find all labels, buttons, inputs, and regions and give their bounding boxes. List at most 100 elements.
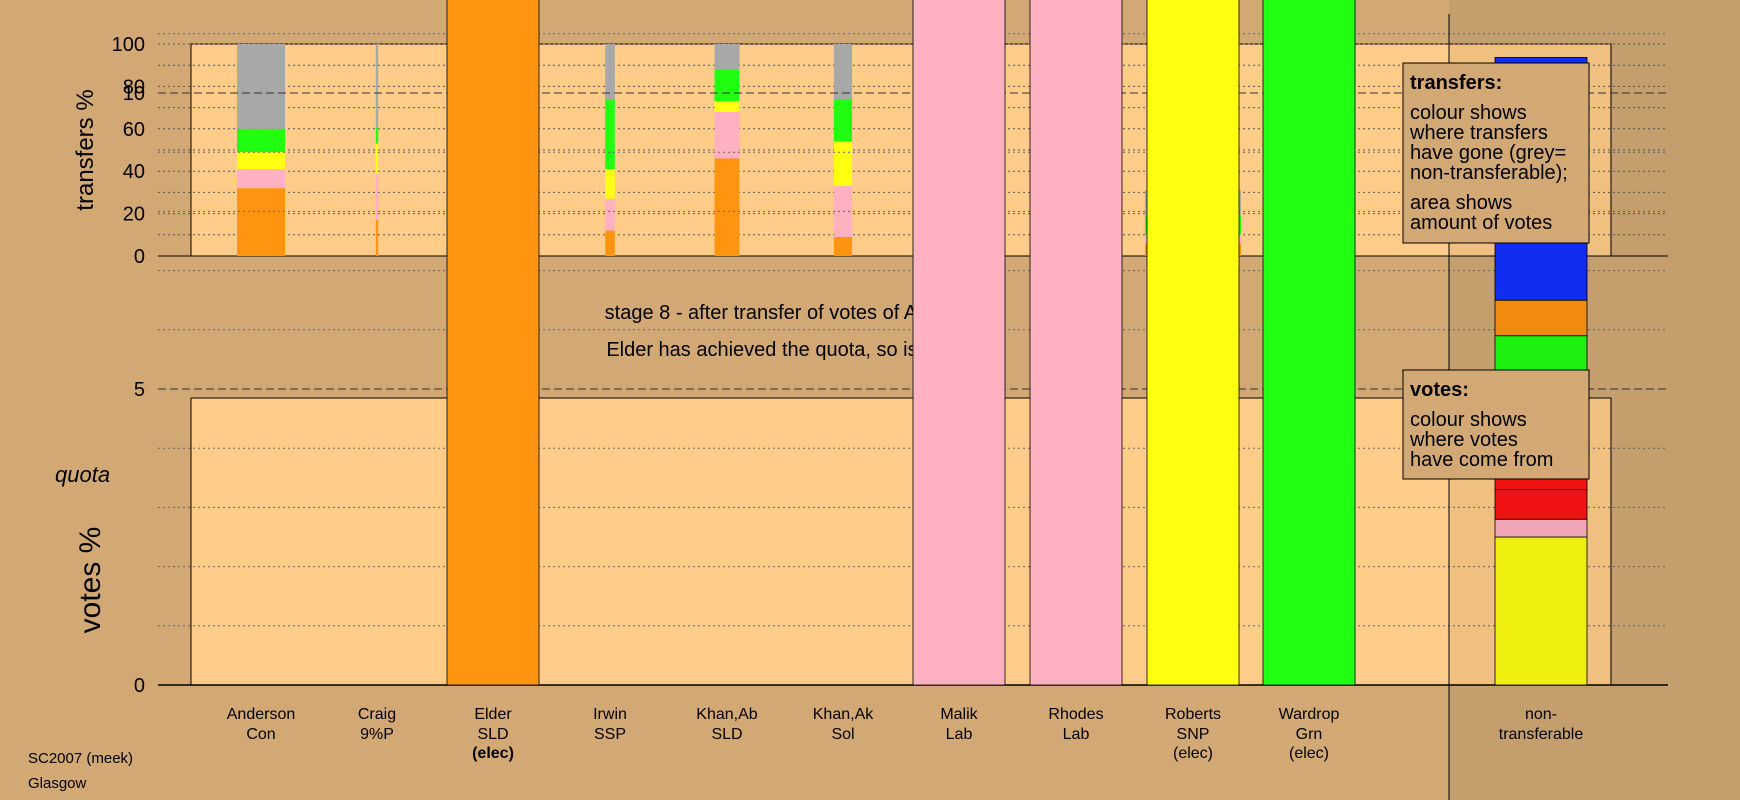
transfers-chart: 0 20 40 60 80 100 transfers % — [72, 34, 1668, 268]
votes-plot-area — [190, 397, 1612, 686]
votes-legend-line: colour shows — [1410, 409, 1527, 431]
transfer-segment — [375, 44, 379, 127]
candidate-label: Anderson Con — [227, 706, 296, 743]
transfer-segment — [375, 219, 379, 256]
transfer-segment — [714, 44, 740, 70]
transfer-segment — [237, 188, 285, 256]
transfer-segment — [833, 44, 853, 100]
candidate-name: non- — [1525, 706, 1557, 723]
candidate-party: transferable — [1499, 726, 1584, 743]
candidate-party: SLD — [711, 726, 742, 743]
votes-legend-line: have come from — [1410, 449, 1553, 471]
transfers-legend-line: area shows — [1410, 192, 1512, 214]
transfer-segment — [605, 169, 615, 199]
transfers-legend-title: transfers: — [1410, 72, 1502, 94]
votes-legend-line: where votes — [1409, 429, 1518, 451]
transfers-y-tick-label: 20 — [123, 204, 145, 226]
candidate-party: SLD — [477, 726, 508, 743]
transfers-legend-line: have gone (grey= — [1410, 142, 1566, 164]
candidate-name: Khan,Ab — [696, 706, 757, 723]
candidate-label: Irwin SSP — [593, 706, 627, 743]
candidate-party: Grn — [1296, 726, 1323, 743]
transfers-legend-box — [1402, 62, 1590, 244]
transfers-legend: transfers: colour shows where transfers … — [1402, 62, 1590, 244]
vote-segment — [912, 0, 1006, 686]
transfer-segment — [605, 198, 615, 231]
vote-segment — [446, 0, 540, 686]
transfer-segment — [375, 173, 379, 220]
candidate-status: (elec) — [472, 745, 514, 762]
candidate-labels: Anderson Con Craig 9%P Elder SLD (elec) Irwin SS… — [227, 706, 1584, 762]
candidate-label: Rhodes Lab — [1048, 706, 1103, 743]
stage-subtitle: Elder has achieved the quota, so is elec… — [606, 339, 987, 361]
candidate-name: Craig — [358, 706, 396, 723]
footer-region: Glasgow — [28, 775, 87, 792]
candidate-party: Lab — [1063, 726, 1090, 743]
candidate-party: Sol — [831, 726, 854, 743]
transfer-segment — [714, 111, 740, 159]
candidate-label: non-transferable — [1499, 706, 1584, 743]
candidate-status: (elec) — [1289, 745, 1329, 762]
footer-election: SC2007 (meek) — [28, 750, 133, 767]
transfers-legend-line: non-transferable); — [1410, 162, 1568, 184]
vote-stack — [1029, 0, 1123, 686]
votes-y-tick-label: 10 — [123, 83, 145, 105]
transfers-legend-line: amount of votes — [1410, 212, 1552, 234]
votes-legend-box — [1402, 369, 1590, 480]
transfers-legend-line: where transfers — [1409, 122, 1548, 144]
transfer-segment — [237, 169, 285, 189]
transfers-y-ticks: 0 20 40 60 80 100 — [112, 34, 145, 268]
votes-legend: votes: colour shows where votes have com… — [1402, 369, 1590, 480]
candidate-party: SNP — [1177, 726, 1210, 743]
candidate-party: SSP — [594, 726, 626, 743]
candidate-party: Con — [246, 726, 275, 743]
vote-segment — [1146, 0, 1240, 686]
candidate-name: Irwin — [593, 706, 627, 723]
transfer-segment — [833, 99, 853, 142]
vote-segment — [1494, 299, 1588, 337]
vote-stack — [1146, 0, 1240, 686]
transfer-segment — [237, 128, 285, 153]
candidate-name: Malik — [940, 706, 978, 723]
vote-stack — [446, 0, 540, 686]
transfer-segment — [605, 44, 615, 100]
candidate-party: 9%P — [360, 726, 394, 743]
vote-segment — [1494, 536, 1588, 686]
transfer-segment — [605, 99, 615, 170]
transfer-segment — [714, 101, 740, 112]
transfers-y-tick-label: 0 — [134, 246, 145, 268]
vote-stack — [1262, 0, 1356, 686]
vote-segment — [1494, 489, 1588, 520]
transfer-segment — [237, 44, 285, 129]
vote-segment — [1029, 0, 1123, 686]
votes-y-tick-label: 0 — [134, 675, 145, 697]
transfer-segment — [714, 69, 740, 102]
transfer-segment — [237, 152, 285, 170]
votes-y-tick-label: 5 — [134, 379, 145, 401]
transfer-segment — [714, 158, 740, 256]
candidate-label: Elder SLD (elec) — [472, 706, 514, 762]
candidate-label: Wardrop Grn (elec) — [1279, 706, 1340, 762]
candidate-label: Craig 9%P — [358, 706, 396, 743]
votes-y-ticks: 05101520 — [123, 83, 145, 697]
votes-y-axis-label: votes % — [74, 527, 107, 634]
candidate-status: (elec) — [1173, 745, 1213, 762]
candidate-name: Roberts — [1165, 706, 1221, 723]
transfers-y-axis-label: transfers % — [72, 89, 99, 210]
candidate-label: Roberts SNP (elec) — [1165, 706, 1221, 762]
transfer-segment — [833, 141, 853, 187]
transfer-segment — [833, 236, 853, 256]
transfers-legend-line: colour shows — [1410, 102, 1527, 124]
candidate-name: Anderson — [227, 706, 296, 723]
vote-stack — [912, 0, 1006, 686]
stage-title: stage 8 - after transfer of votes of And… — [605, 302, 990, 324]
transfer-segment — [375, 126, 379, 144]
candidate-label: Khan,Ak Sol — [813, 706, 874, 743]
transfers-y-tick-label: 80 — [123, 76, 145, 98]
transfers-y-tick-label: 40 — [123, 161, 145, 183]
transfer-segment — [375, 143, 379, 174]
transfers-y-tick-label: 100 — [112, 34, 145, 56]
quota-label: quota — [55, 462, 110, 487]
transfer-segment — [605, 230, 615, 256]
